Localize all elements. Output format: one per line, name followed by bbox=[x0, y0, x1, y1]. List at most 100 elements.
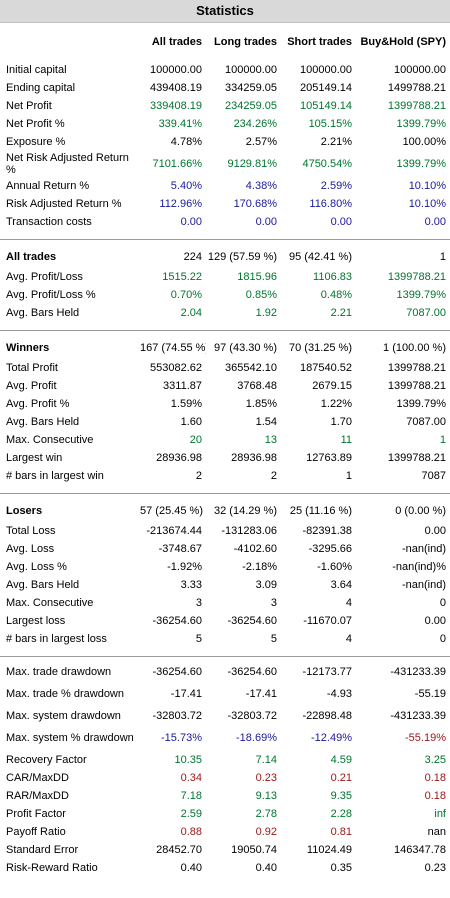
stat-value-buy-and-hold: 1399788.21 bbox=[387, 452, 446, 464]
stat-value-short-trades: 0.81 bbox=[330, 826, 352, 838]
stat-value-all-trades: 1.60 bbox=[180, 416, 202, 428]
stat-value-long-trades: 0.40 bbox=[255, 862, 277, 874]
stat-value-buy-and-hold: 7087.00 bbox=[406, 416, 446, 428]
stat-label: Exposure % bbox=[6, 136, 66, 148]
section-header-winners: Winners 167 (74.55 %) 97 (43.30 %) 70 (31.2… bbox=[0, 337, 450, 359]
stat-label: Recovery Factor bbox=[6, 754, 87, 766]
stat-row-exposure: Exposure % 4.78% 2.57% 2.21% 100.00% bbox=[0, 133, 450, 151]
stat-label: Avg. Profit bbox=[6, 380, 57, 392]
stat-value-short-trades: 4 bbox=[345, 597, 352, 609]
stat-value-short-trades: -3295.66 bbox=[308, 543, 352, 555]
section-separator bbox=[0, 648, 450, 657]
stat-label: Risk Adjusted Return % bbox=[6, 198, 122, 210]
stat-row-avg-bars-held: Avg. Bars Held 3.33 3.09 3.64 -nan(ind) bbox=[0, 576, 450, 594]
stat-value-buy-and-hold: -nan(ind) bbox=[401, 579, 446, 591]
stat-value-short-trades: -12.49% bbox=[311, 732, 352, 744]
stat-value-all-trades: 7.18 bbox=[180, 790, 202, 802]
stat-value-buy-and-hold: 7087 bbox=[421, 470, 446, 482]
stat-row-total-loss: Total Loss -213674.44 -131283.06 -82391.38 0… bbox=[0, 522, 450, 540]
stat-row-total-profit: Total Profit 553082.62 365542.10 187540.52 1… bbox=[0, 359, 450, 377]
stat-value-short-trades: 11024.49 bbox=[306, 844, 352, 856]
stat-value-buy-and-hold: -nan(ind)% bbox=[392, 561, 446, 573]
stat-value-long-trades: 1.92 bbox=[255, 307, 277, 319]
separator-cell bbox=[0, 231, 450, 240]
stat-value-all-trades: 2.59 bbox=[180, 808, 202, 820]
stat-value-buy-and-hold: 3.25 bbox=[424, 754, 446, 766]
stat-value-buy-and-hold: 1499788.21 bbox=[387, 82, 446, 94]
stat-value-short-trades: 187540.52 bbox=[300, 362, 352, 374]
stat-value-long-trades: 2.78 bbox=[255, 808, 277, 820]
stat-value-all-trades: 100000.00 bbox=[150, 64, 202, 76]
stat-value-short-trades: 12763.89 bbox=[306, 452, 352, 464]
stat-value-short-trades: 2.21% bbox=[320, 136, 352, 148]
stat-value-long-trades: -131283.06 bbox=[221, 525, 277, 537]
stat-value-all-trades: -32803.72 bbox=[152, 710, 202, 722]
section-header-all-trades: All trades 224 129 (57.59 %) 95 (42.41 %) 1 bbox=[0, 246, 450, 268]
section-count-all-trades: 224 bbox=[183, 251, 202, 263]
stat-value-long-trades: 5 bbox=[270, 633, 277, 645]
stat-value-short-trades: 4.59 bbox=[330, 754, 352, 766]
stat-value-buy-and-hold: 10.10% bbox=[408, 198, 446, 210]
stat-value-all-trades: -15.73% bbox=[161, 732, 202, 744]
stat-value-buy-and-hold: 0 bbox=[439, 597, 446, 609]
header-empty-cell bbox=[0, 23, 140, 61]
stat-value-short-trades: 1.22% bbox=[320, 398, 352, 410]
stat-label: Max. Consecutive bbox=[6, 434, 94, 446]
stat-value-long-trades: 19050.74 bbox=[231, 844, 277, 856]
stat-value-all-trades: 3.33 bbox=[180, 579, 202, 591]
stat-value-buy-and-hold: 0.23 bbox=[424, 862, 446, 874]
stat-value-long-trades: 234259.05 bbox=[225, 100, 277, 112]
stat-value-long-trades: 28936.98 bbox=[231, 452, 277, 464]
section-count-buy-and-hold: 0 (0.00 %) bbox=[395, 505, 446, 517]
section-separator bbox=[0, 231, 450, 240]
section-count-buy-and-hold: 1 (100.00 %) bbox=[383, 342, 446, 354]
stat-value-all-trades: 0.40 bbox=[180, 862, 202, 874]
stat-row-profit-factor: Profit Factor 2.59 2.78 2.28 inf bbox=[0, 805, 450, 823]
stat-value-all-trades: 28936.98 bbox=[156, 452, 202, 464]
stat-row-rar-maxdd: RAR/MaxDD 7.18 9.13 9.35 0.18 bbox=[0, 787, 450, 805]
stat-value-short-trades: 0.48% bbox=[320, 289, 352, 301]
stat-value-all-trades: 7101.66% bbox=[152, 158, 202, 170]
section-separator bbox=[0, 322, 450, 331]
stat-label: Avg. Loss bbox=[6, 543, 55, 555]
stat-label: Net Risk Adjusted Return % bbox=[6, 152, 129, 176]
stat-label: Avg. Bars Held bbox=[6, 416, 80, 428]
stat-value-short-trades: 1 bbox=[345, 470, 352, 482]
stat-value-all-trades: 2 bbox=[195, 470, 202, 482]
section-count-buy-and-hold: 1 bbox=[439, 251, 446, 263]
stat-value-long-trades: 9.13 bbox=[255, 790, 277, 802]
statistics-table: All trades Long trades Short trades Buy&… bbox=[0, 23, 450, 877]
section-title: All trades bbox=[6, 251, 57, 263]
stat-row-transaction-costs: Transaction costs 0.00 0.00 0.00 0.00 bbox=[0, 213, 450, 231]
stat-value-long-trades: 0.00 bbox=[255, 216, 277, 228]
stat-value-long-trades: 365542.10 bbox=[225, 362, 277, 374]
stat-row-net-profit: Net Profit % 339.41% 234.26% 105.15% 1399.79… bbox=[0, 115, 450, 133]
stat-value-short-trades: -22898.48 bbox=[302, 710, 352, 722]
stat-label: RAR/MaxDD bbox=[6, 790, 69, 802]
stat-label: Total Loss bbox=[6, 525, 56, 537]
stat-value-all-trades: 112.96% bbox=[159, 198, 202, 210]
stat-label: Max. trade % drawdown bbox=[6, 688, 124, 700]
stat-value-short-trades: 0.21 bbox=[330, 772, 352, 784]
stat-value-short-trades: 1.70 bbox=[330, 416, 352, 428]
stat-value-all-trades: 2.04 bbox=[180, 307, 202, 319]
stat-value-short-trades: 205149.14 bbox=[300, 82, 352, 94]
statistics-title: Statistics bbox=[0, 0, 450, 23]
stat-value-long-trades: 7.14 bbox=[255, 754, 277, 766]
stat-value-short-trades: 2679.15 bbox=[312, 380, 352, 392]
stat-value-long-trades: 0.85% bbox=[245, 289, 277, 301]
stat-value-long-trades: -36254.60 bbox=[227, 615, 277, 627]
stat-label: Initial capital bbox=[6, 64, 67, 76]
stat-label: Avg. Profit/Loss bbox=[6, 271, 83, 283]
stat-value-long-trades: 3768.48 bbox=[237, 380, 277, 392]
stat-label: Max. Consecutive bbox=[6, 597, 94, 609]
stat-row-avg-bars-held: Avg. Bars Held 1.60 1.54 1.70 7087.00 bbox=[0, 413, 450, 431]
stat-value-long-trades: -17.41 bbox=[245, 688, 277, 700]
stat-label: Net Profit % bbox=[6, 118, 65, 130]
stat-value-short-trades: -12173.77 bbox=[302, 666, 352, 678]
stat-value-buy-and-hold: 100.00% bbox=[402, 136, 446, 148]
stat-label: CAR/MaxDD bbox=[6, 772, 69, 784]
stat-value-all-trades: -1.92% bbox=[167, 561, 202, 573]
stat-label: # bars in largest loss bbox=[6, 633, 107, 645]
stat-value-long-trades: 9129.81% bbox=[227, 158, 277, 170]
